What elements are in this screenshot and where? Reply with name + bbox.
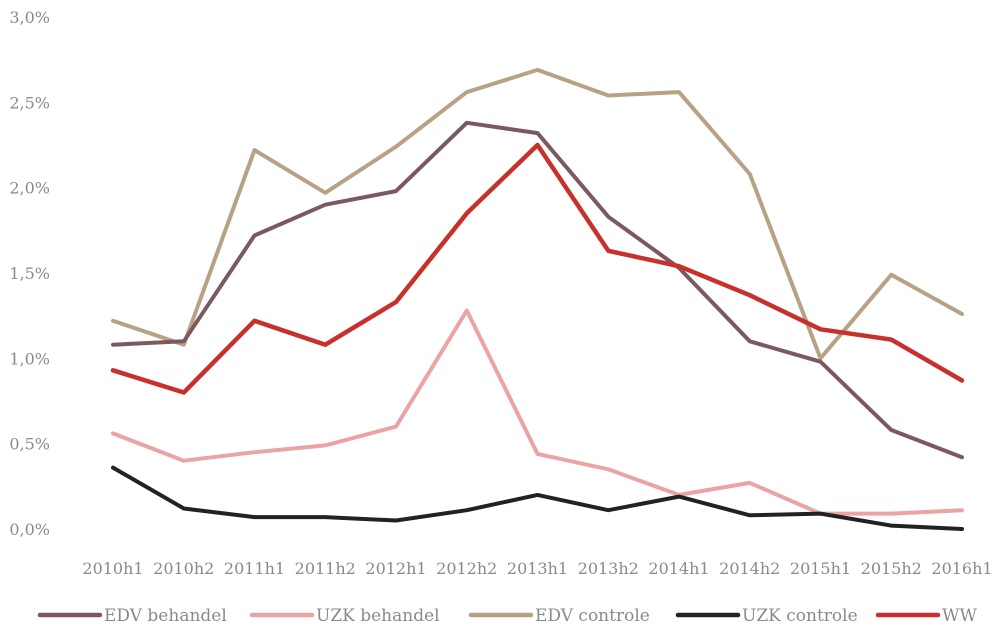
legend-label: UZK controle [742, 606, 858, 626]
x-tick-label: 2013h1 [507, 559, 568, 578]
legend-label: EDV controle [535, 606, 650, 626]
series-line-edv-controle [111, 67, 964, 361]
x-tick-label: 2013h2 [578, 559, 639, 578]
y-tick-label: 2,5% [9, 93, 50, 112]
legend-label: UZK behandel [316, 606, 440, 626]
series-line-ww [110, 142, 965, 395]
x-tick-label: 2010h1 [82, 559, 143, 578]
x-tick-label: 2016h1 [931, 559, 992, 578]
y-tick-label: 1,0% [9, 349, 50, 368]
y-tick-label: 3,0% [9, 8, 50, 27]
x-tick-label: 2015h2 [861, 559, 922, 578]
y-tick-label: 1,5% [9, 264, 50, 283]
series-line-edv-behandel [111, 120, 964, 460]
series-lines [110, 67, 965, 531]
legend-label: WW [942, 606, 977, 626]
y-axis-ticks: 0,0% 0,5% 1,0% 1,5% 2,0% 2,5% 3,0% [9, 8, 50, 539]
x-tick-label: 2014h2 [719, 559, 780, 578]
x-tick-label: 2015h1 [790, 559, 851, 578]
series-line-uzk-controle [111, 465, 964, 531]
x-tick-label: 2014h1 [648, 559, 709, 578]
legend-label: EDV behandel [104, 606, 227, 626]
y-tick-label: 2,0% [9, 179, 50, 198]
y-tick-label: 0,5% [9, 435, 50, 454]
x-tick-label: 2012h2 [436, 559, 497, 578]
x-tick-label: 2011h2 [295, 559, 356, 578]
y-tick-label: 0,0% [9, 520, 50, 539]
x-tick-label: 2012h1 [365, 559, 426, 578]
x-axis-ticks: 2010h1 2010h2 2011h1 2011h2 2012h1 2012h2 2013… [82, 559, 992, 578]
x-tick-label: 2010h2 [153, 559, 214, 578]
x-tick-label: 2011h1 [224, 559, 285, 578]
legend: EDV behandel UZK behandel EDV controle UZK … [37, 606, 977, 626]
